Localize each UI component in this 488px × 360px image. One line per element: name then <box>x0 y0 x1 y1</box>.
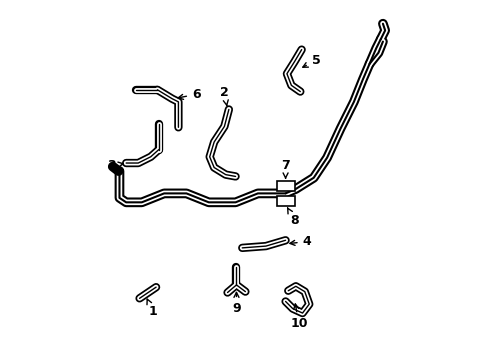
Text: 7: 7 <box>281 159 289 178</box>
Text: 1: 1 <box>147 299 157 318</box>
Text: 9: 9 <box>232 292 240 315</box>
FancyBboxPatch shape <box>276 181 294 191</box>
Text: 4: 4 <box>289 235 311 248</box>
FancyBboxPatch shape <box>276 196 294 206</box>
Text: 10: 10 <box>290 304 307 330</box>
Text: 5: 5 <box>302 54 320 67</box>
Text: 8: 8 <box>287 208 298 227</box>
Text: 2: 2 <box>220 86 228 105</box>
Text: 3: 3 <box>107 159 123 172</box>
Text: 6: 6 <box>178 88 200 101</box>
